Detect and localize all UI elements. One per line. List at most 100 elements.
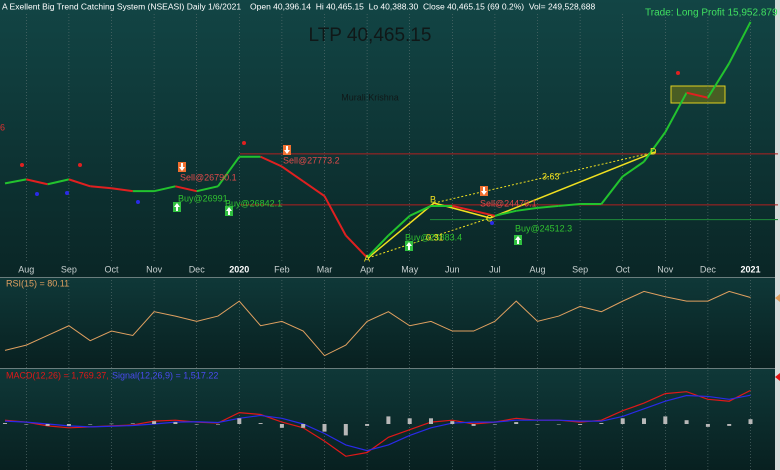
histogram-bar (386, 416, 391, 424)
annotation: B (430, 194, 436, 204)
annotation: 3.63 (542, 171, 560, 181)
x-tick-label: Oct (104, 264, 119, 274)
sell-signal-arrow (481, 187, 487, 195)
histogram-bar (88, 424, 93, 425)
histogram-bar (684, 420, 689, 424)
histogram-bar (109, 423, 114, 425)
rsi-marker (775, 294, 780, 302)
price-segment (26, 178, 48, 186)
price-segment (345, 234, 368, 259)
price-segment (366, 234, 390, 259)
histogram-bar (429, 418, 433, 424)
price-segment (4, 178, 27, 185)
histogram-bar (471, 424, 476, 426)
histogram-bar (492, 424, 497, 425)
right-axis-strip (775, 0, 780, 470)
rsi-pane (0, 278, 775, 368)
histogram-bar (216, 424, 220, 425)
price-segment (558, 203, 581, 207)
price-segment (175, 185, 197, 193)
x-tick-label: Jul (489, 264, 501, 274)
histogram-bar (45, 424, 50, 426)
buy-signal-arrow (406, 242, 412, 250)
price-segment (452, 204, 474, 212)
histogram-bar (301, 424, 306, 428)
histogram-bar (130, 423, 135, 424)
price-pane (0, 0, 775, 277)
histogram-bar (642, 418, 646, 424)
buy-signal-arrow (226, 207, 232, 215)
histogram-bar (3, 423, 7, 424)
price-segment (323, 195, 347, 236)
x-tick-label: Jun (445, 264, 460, 274)
price-segment (387, 215, 411, 237)
ohlc-info: Open 40,396.14 Hi 40,465.15 Lo 40,388.30… (250, 1, 595, 11)
rsi-legend: RSI(15) = 80.11 (6, 278, 69, 288)
sell-signal-arrow (284, 146, 290, 154)
x-tick-label: Mar (317, 264, 333, 274)
edge-label: 6 (0, 122, 5, 132)
x-tick-label: Apr (360, 264, 374, 274)
pattern-line (367, 217, 491, 259)
price-segment (516, 206, 538, 212)
x-tick-label: Aug (529, 264, 545, 274)
x-tick-label: Nov (657, 264, 674, 274)
histogram-bar (407, 418, 412, 424)
histogram-bar (152, 421, 157, 424)
chart-title: A Exellent Big Trend Catching System (NS… (2, 1, 241, 11)
annotation: Buy@25883.4 (405, 232, 462, 242)
trade-label: Trade: Long Profit 15,952.879 (645, 8, 778, 19)
price-segment (153, 185, 176, 193)
pivot-dot (136, 200, 140, 204)
histogram-bar (237, 418, 242, 424)
pivot-dot (20, 163, 24, 167)
macd-line (4, 394, 751, 452)
x-tick-label: May (401, 264, 419, 274)
annotation: 0.31 (426, 232, 444, 242)
price-segment (664, 92, 688, 133)
price-segment (47, 178, 70, 186)
histogram-bar (66, 424, 71, 426)
x-tick-label: Dec (189, 264, 206, 274)
x-tick-label: Sep (572, 264, 588, 274)
pivot-dot (78, 163, 82, 167)
pattern-line (489, 151, 656, 219)
buy-signal-arrow (174, 203, 180, 211)
histogram-bar (727, 424, 732, 426)
histogram-bar (194, 424, 199, 425)
histogram-bar (620, 418, 625, 424)
macd-marker (775, 373, 780, 381)
price-segment (281, 165, 304, 183)
watermark: Murali Krishna (341, 92, 399, 102)
histogram-bar (343, 424, 348, 436)
annotation: Buy@26991 (178, 193, 228, 203)
macd-legend: MACD(12,26) = 1,769.37, (6, 370, 109, 380)
sell-signal-arrow (179, 163, 185, 171)
histogram-bar (578, 424, 583, 425)
price-segment (643, 131, 667, 163)
annotation: Buy@24512.3 (515, 223, 572, 233)
x-tick-label: Oct (616, 264, 631, 274)
ltp-label: LTP 40,465.15 (309, 25, 432, 46)
price-segment (260, 155, 283, 168)
price-segment (728, 21, 752, 64)
histogram-bar (258, 423, 263, 424)
price-segment (707, 62, 731, 99)
histogram-bar (556, 424, 561, 425)
price-segment (473, 209, 496, 217)
price-segment (90, 185, 112, 190)
signal-legend: Signal(12,26,9) = 1,517.22 (112, 370, 218, 380)
annotation: C (486, 213, 493, 223)
price-segment (537, 204, 559, 209)
price-segment (409, 205, 432, 217)
price-segment (600, 175, 624, 205)
pivot-dot (490, 221, 494, 225)
annotation: Sell@24479.1 (480, 198, 537, 208)
price-segment (111, 187, 133, 193)
rsi-line (4, 290, 751, 357)
x-tick-label: Feb (274, 264, 290, 274)
pivot-dot (35, 192, 39, 196)
histogram-bar (322, 424, 327, 432)
price-segment (494, 209, 517, 217)
x-tick-label: Aug (18, 264, 34, 274)
